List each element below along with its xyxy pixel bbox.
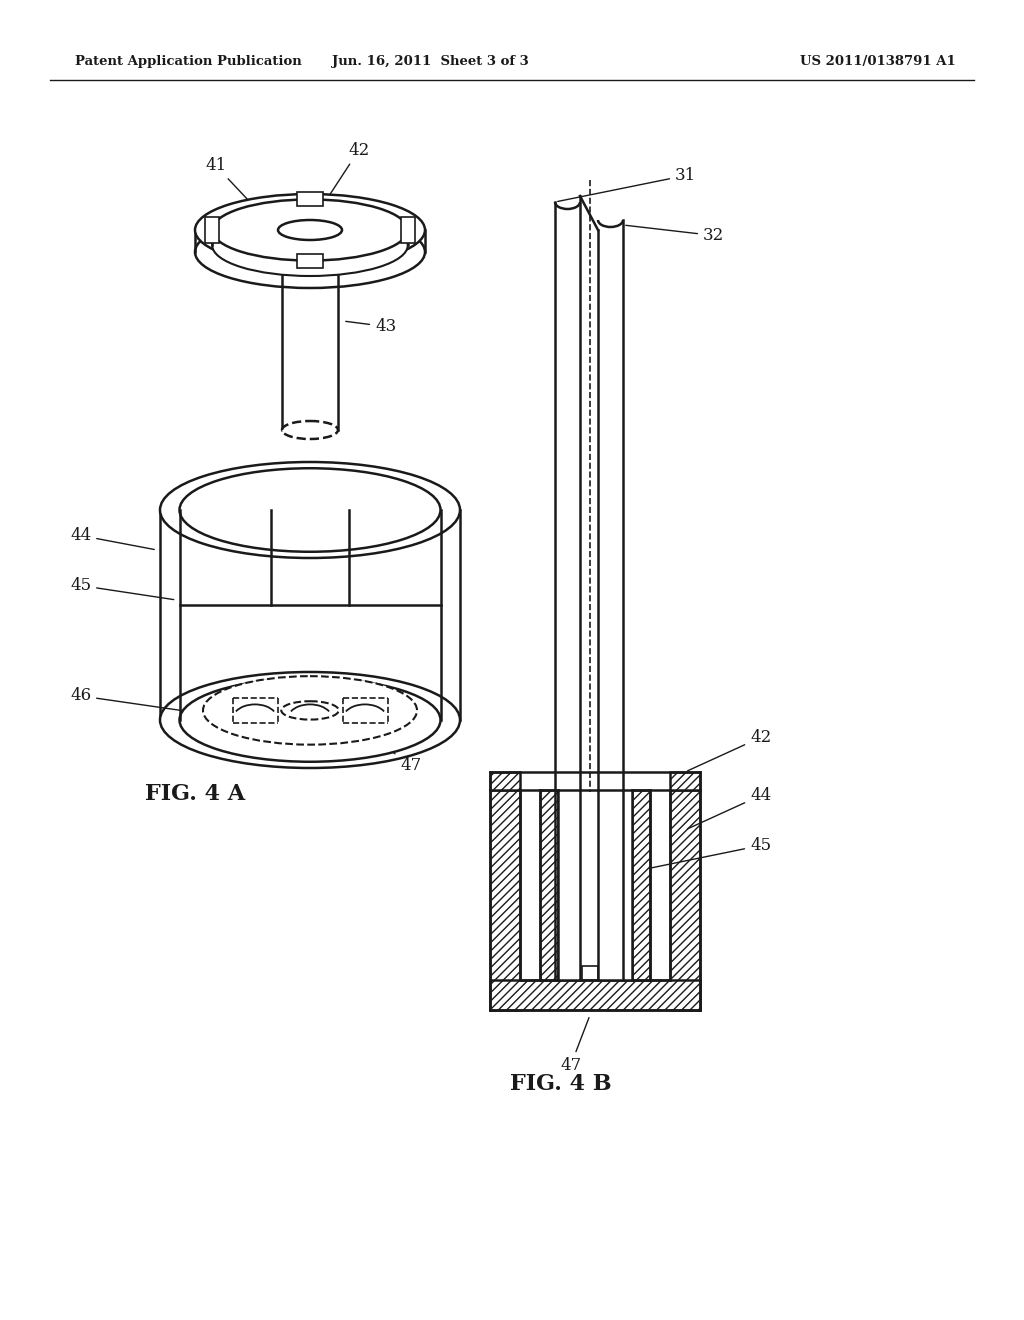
Text: 31: 31 bbox=[558, 168, 696, 202]
Text: FIG. 4 B: FIG. 4 B bbox=[510, 1073, 611, 1096]
Bar bbox=[540, 789, 558, 979]
Ellipse shape bbox=[282, 243, 338, 261]
Ellipse shape bbox=[160, 672, 460, 768]
Ellipse shape bbox=[195, 216, 425, 288]
Ellipse shape bbox=[282, 701, 339, 719]
Text: 42: 42 bbox=[687, 729, 771, 771]
Ellipse shape bbox=[278, 220, 342, 240]
Ellipse shape bbox=[179, 678, 440, 762]
Text: 32: 32 bbox=[626, 226, 724, 244]
Bar bbox=[205, 216, 219, 243]
Text: US 2011/0138791 A1: US 2011/0138791 A1 bbox=[800, 55, 955, 69]
Bar bbox=[632, 789, 650, 979]
Text: 41: 41 bbox=[205, 157, 263, 216]
Bar bbox=[582, 966, 598, 979]
Text: 44: 44 bbox=[687, 787, 771, 829]
Text: 45: 45 bbox=[644, 837, 771, 870]
Text: 45: 45 bbox=[70, 577, 174, 599]
Text: 47: 47 bbox=[372, 737, 421, 774]
Ellipse shape bbox=[203, 676, 417, 744]
Text: 44: 44 bbox=[70, 527, 155, 549]
Bar bbox=[400, 216, 415, 243]
Ellipse shape bbox=[282, 421, 338, 440]
Ellipse shape bbox=[195, 194, 425, 267]
Text: Jun. 16, 2011  Sheet 3 of 3: Jun. 16, 2011 Sheet 3 of 3 bbox=[332, 55, 528, 69]
Ellipse shape bbox=[212, 215, 408, 276]
Bar bbox=[297, 193, 323, 206]
Text: 47: 47 bbox=[560, 1018, 589, 1074]
Text: 43: 43 bbox=[346, 318, 396, 335]
Bar bbox=[297, 253, 323, 268]
Bar bbox=[490, 772, 520, 789]
Bar bbox=[490, 979, 700, 1010]
Ellipse shape bbox=[160, 462, 460, 558]
Ellipse shape bbox=[212, 199, 408, 260]
Bar bbox=[670, 789, 700, 1010]
Bar bbox=[558, 792, 632, 979]
Bar bbox=[670, 772, 700, 789]
Text: FIG. 4 A: FIG. 4 A bbox=[145, 783, 245, 805]
Text: Patent Application Publication: Patent Application Publication bbox=[75, 55, 302, 69]
Text: 46: 46 bbox=[70, 688, 247, 719]
Bar bbox=[490, 789, 520, 1010]
Ellipse shape bbox=[179, 469, 440, 552]
Text: 42: 42 bbox=[327, 143, 370, 199]
